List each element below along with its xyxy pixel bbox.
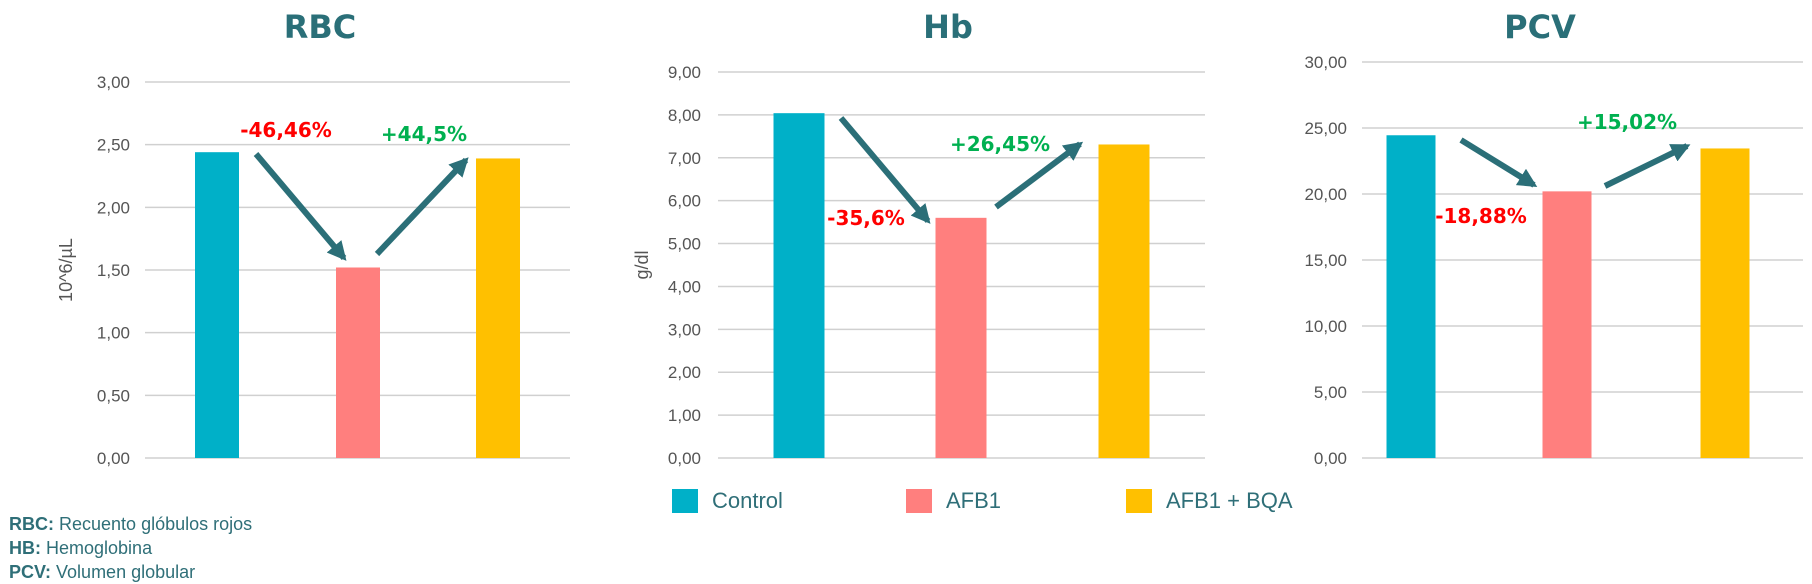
chart-hb-y-tick-label: 8,00 [668, 106, 701, 125]
chart-hb-y-tick-label: 1,00 [668, 406, 701, 425]
legend: Control AFB1 AFB1 + BQA [672, 488, 1293, 514]
chart-rbc-y-axis-label: 10^6/µL [56, 238, 76, 302]
chart-rbc-bar-afb1-bqa [476, 158, 520, 458]
chart-hb-bar-afb1 [935, 217, 987, 458]
chart-rbc-decrease-arrow [253, 152, 347, 261]
chart-hb-y-tick-label: 7,00 [668, 149, 701, 168]
chart-hb-y-tick-label: 4,00 [668, 277, 701, 296]
chart-pcv-increase-arrow [1603, 143, 1691, 189]
chart-rbc-decrease-label: -46,46% [240, 118, 332, 142]
chart-rbc-y-tick-label: 0,00 [97, 449, 130, 468]
chart-hb-bar-afb1-bqa [1098, 144, 1150, 458]
chart-pcv-decrease-label: -18,88% [1435, 204, 1527, 228]
chart-pcv-y-tick-label: 15,00 [1304, 251, 1347, 270]
chart-rbc-bar-afb1 [336, 267, 380, 458]
legend-item-afb1: AFB1 [906, 488, 1126, 514]
chart-hb-increase-label: +26,45% [950, 132, 1050, 156]
note-text: Volumen globular [56, 562, 196, 582]
chart-pcv-increase-label: +15,02% [1577, 110, 1677, 134]
legend-label-control: Control [712, 488, 783, 513]
chart-hb-y-tick-label: 9,00 [668, 63, 701, 82]
note-abbr: HB: [9, 538, 41, 558]
legend-label-afb1-bqa: AFB1 + BQA [1166, 488, 1293, 513]
legend-label-afb1: AFB1 [946, 488, 1002, 513]
legend-swatch-afb1 [906, 489, 932, 513]
chart-hb-decrease-label: -35,6% [827, 206, 905, 230]
chart-hb-increase-arrow [994, 141, 1084, 210]
chart-hb-y-axis-label: g/dl [632, 250, 652, 279]
note-text: Recuento glóbulos rojos [59, 514, 253, 534]
chart-pcv-bar-afb1 [1542, 191, 1592, 459]
chart-rbc-y-tick-label: 1,50 [97, 261, 130, 280]
chart-pcv-title: PCV [1504, 8, 1576, 46]
chart-rbc-bar-control [195, 152, 239, 459]
chart-pcv-y-tick-label: 20,00 [1304, 185, 1347, 204]
note-text: Hemoglobina [46, 538, 153, 558]
legend-swatch-afb1-bqa [1126, 489, 1152, 513]
note-abbr: RBC: [9, 514, 54, 534]
chart-pcv-decrease-arrow [1459, 137, 1538, 188]
chart-rbc-increase-arrow [374, 157, 469, 257]
chart-pcv-bar-afb1-bqa [1700, 148, 1750, 458]
note-hb: HB: Hemoglobina [9, 536, 252, 560]
chart-rbc-y-tick-label: 2,00 [97, 198, 130, 217]
note-pcv: PCV: Volumen globular [9, 560, 252, 584]
chart-rbc-title: RBC [284, 8, 357, 46]
chart-rbc-y-tick-label: 3,00 [97, 73, 130, 92]
chart-pcv-y-tick-label: 25,00 [1304, 119, 1347, 138]
legend-item-control: Control [672, 488, 906, 514]
legend-item-afb1-bqa: AFB1 + BQA [1126, 488, 1293, 514]
chart-hb-title: Hb [923, 8, 973, 46]
chart-rbc-y-tick-label: 0,50 [97, 386, 130, 405]
note-abbr: PCV: [9, 562, 52, 582]
chart-pcv-y-tick-label: 5,00 [1314, 383, 1347, 402]
chart-hb-y-tick-label: 3,00 [668, 320, 701, 339]
chart-hb-decrease-arrow [838, 116, 931, 224]
chart-pcv-bar-control [1386, 135, 1436, 458]
chart-rbc-y-tick-label: 1,00 [97, 324, 130, 343]
chart-pcv-y-tick-label: 30,00 [1304, 53, 1347, 72]
chart-hb-y-tick-label: 5,00 [668, 235, 701, 254]
chart-pcv-y-tick-label: 0,00 [1314, 449, 1347, 468]
abbreviation-notes: RBC: Recuento glóbulos rojos HB: Hemoglo… [9, 512, 252, 584]
chart-hb-y-tick-label: 0,00 [668, 449, 701, 468]
chart-hb-bar-control [773, 113, 825, 458]
chart-hb-y-tick-label: 6,00 [668, 192, 701, 211]
legend-swatch-control [672, 489, 698, 513]
chart-rbc-increase-label: +44,5% [381, 122, 467, 146]
chart-rbc-y-tick-label: 2,50 [97, 136, 130, 155]
chart-hb-y-tick-label: 2,00 [668, 363, 701, 382]
note-rbc: RBC: Recuento glóbulos rojos [9, 512, 252, 536]
chart-pcv-y-tick-label: 10,00 [1304, 317, 1347, 336]
